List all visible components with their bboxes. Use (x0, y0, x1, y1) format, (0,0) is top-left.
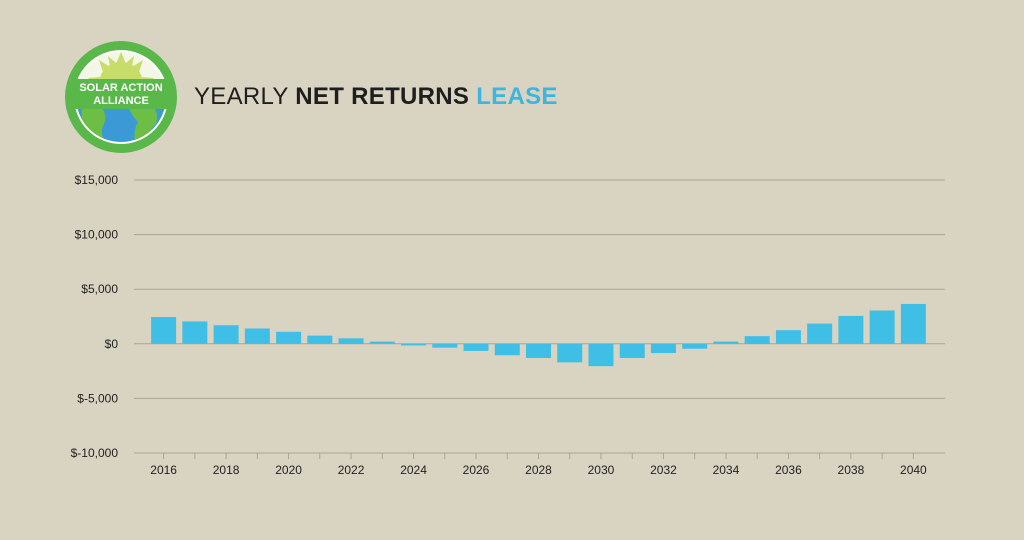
bar-2024 (401, 343, 427, 346)
y-tick-label: $15,000 (75, 173, 119, 187)
title-part-yearly: YEARLY (194, 83, 289, 110)
bar-2026 (463, 343, 489, 351)
bar-2037 (807, 323, 833, 344)
x-tick-label: 2024 (400, 463, 427, 477)
y-tick-label: $0 (105, 337, 119, 351)
x-axis-ticks: 2016 2018 2020 2022 2024 2026 2028 2030 2032 2034… (150, 453, 927, 477)
logo-banner (72, 79, 170, 109)
bar-2022 (338, 338, 364, 344)
bar-2039 (869, 310, 895, 344)
bar-2025 (432, 343, 458, 348)
bar-2021 (307, 335, 333, 344)
bar-2033 (682, 343, 708, 349)
x-tick-label: 2036 (775, 463, 802, 477)
x-tick-label: 2016 (150, 463, 177, 477)
bar-2030 (588, 343, 614, 367)
bar-2019 (244, 328, 270, 344)
x-tick-label: 2022 (338, 463, 365, 477)
bar-2017 (182, 321, 208, 344)
x-tick-label: 2026 (463, 463, 490, 477)
y-axis-ticks: $15,000 $10,000 $5,000 $0 $-5,000 $-10,000 (71, 173, 119, 460)
bar-2016 (151, 317, 177, 344)
y-tick-label: $-5,000 (77, 391, 118, 405)
bar-2035 (744, 336, 770, 344)
x-tick-label: 2030 (588, 463, 615, 477)
x-tick-label: 2018 (213, 463, 240, 477)
y-tick-label: $-10,000 (71, 446, 119, 460)
y-tick-label: $10,000 (75, 228, 119, 242)
bar-2036 (775, 330, 801, 344)
x-tick-label: 2032 (650, 463, 677, 477)
x-tick-label: 2040 (900, 463, 927, 477)
title-part-lease: LEASE (476, 83, 558, 110)
page-title: YEARLY NET RETURNS LEASE (194, 82, 558, 112)
bar-2029 (557, 343, 583, 363)
bar-2018 (213, 325, 239, 344)
solar-action-alliance-logo: SOLAR ACTION ALLIANCE (65, 41, 177, 153)
bar-2028 (526, 343, 551, 358)
logo-text-line1: SOLAR ACTION (79, 82, 162, 94)
title-part-net-returns: NET RETURNS (295, 83, 470, 110)
bar-2023 (369, 341, 395, 344)
gridlines (134, 179, 945, 454)
bars (151, 303, 926, 367)
x-tick-label: 2020 (275, 463, 302, 477)
bar-2038 (838, 315, 864, 344)
bar-2040 (900, 303, 926, 344)
x-tick-label: 2034 (713, 463, 740, 477)
bar-2020 (276, 331, 302, 344)
x-tick-label: 2038 (838, 463, 865, 477)
y-tick-label: $5,000 (81, 282, 118, 296)
bar-2034 (713, 341, 739, 344)
logo-text-line2: ALLIANCE (93, 95, 149, 107)
bar-2031 (619, 343, 645, 358)
x-tick-label: 2028 (525, 463, 552, 477)
bar-2032 (650, 343, 676, 354)
bar-2027 (494, 343, 520, 356)
